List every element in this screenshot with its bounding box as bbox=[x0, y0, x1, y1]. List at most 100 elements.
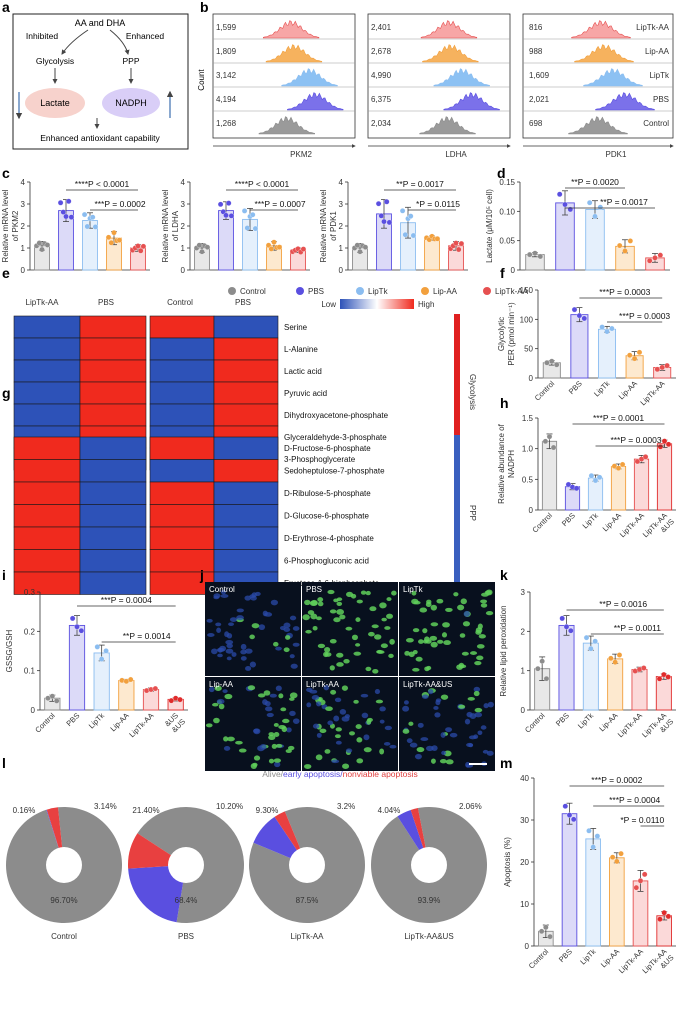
cell-nucleus bbox=[266, 712, 274, 718]
cell-nucleus bbox=[268, 734, 276, 740]
heatmap-cell bbox=[213, 504, 279, 528]
cell-nucleus bbox=[217, 653, 223, 658]
cell-nucleus bbox=[269, 693, 277, 698]
cell-nucleus bbox=[415, 656, 423, 662]
legend-alive: Alive/ bbox=[262, 769, 283, 779]
cell-nucleus bbox=[212, 702, 219, 707]
legend-label: LipTk bbox=[368, 287, 389, 296]
metabolite-label: Serine bbox=[284, 323, 308, 332]
cell-nucleus bbox=[253, 728, 261, 735]
cell-nucleus bbox=[240, 643, 247, 650]
legend-label: Control bbox=[240, 287, 266, 296]
microscopy-grid: Control PBS LipTk Lip-AA LipTk-AA LipTk-AA&US bbox=[205, 582, 495, 771]
cell-nucleus bbox=[353, 651, 362, 656]
glycolytic-per-chart: 0 50 100 150 Glycolytic PER (pmol min⁻¹) Contr… bbox=[497, 286, 676, 407]
cell-nucleus bbox=[356, 599, 363, 604]
data-point bbox=[586, 828, 592, 834]
cell-nucleus bbox=[279, 625, 286, 631]
bar bbox=[609, 857, 625, 947]
data-point bbox=[565, 481, 572, 488]
cell-nucleus bbox=[325, 706, 333, 712]
heatmap-cell bbox=[149, 526, 215, 550]
cell-nucleus bbox=[356, 737, 363, 743]
lactate-label: Lactate bbox=[40, 98, 70, 108]
bar bbox=[570, 314, 589, 379]
legend-marker bbox=[483, 287, 491, 295]
cell-nucleus bbox=[391, 590, 397, 596]
cell-nucleus bbox=[216, 698, 225, 705]
legend-label: LipTk-AA bbox=[495, 287, 529, 296]
ppp-label: PPP bbox=[122, 56, 139, 66]
heatmap-cell bbox=[79, 315, 147, 339]
cell-nucleus bbox=[441, 750, 447, 756]
flow-histograms: 1,599 1,809 3,142 4,194 1,268 PKM2 2,401 2,678 4… bbox=[212, 13, 674, 159]
ppp-category-bar bbox=[454, 435, 460, 591]
flow-histogram-peak bbox=[420, 20, 478, 39]
glycolysis-category-bar bbox=[454, 314, 460, 470]
cell-nucleus bbox=[430, 641, 438, 648]
p-value-label: ***P = 0.0004 bbox=[101, 595, 152, 605]
x-tick-label: Control bbox=[533, 379, 557, 403]
cell-nucleus bbox=[253, 755, 261, 761]
cell-nucleus bbox=[360, 693, 369, 698]
heatmap-cell bbox=[149, 315, 215, 339]
cell-nucleus bbox=[383, 742, 391, 746]
mfi-value: 1,609 bbox=[529, 71, 550, 80]
pie-alive-value: 96.70% bbox=[50, 896, 77, 905]
cell-nucleus bbox=[289, 710, 296, 716]
data-point bbox=[634, 458, 641, 465]
data-point bbox=[566, 812, 573, 818]
cell-nucleus bbox=[207, 632, 215, 637]
flow-group-label: Control bbox=[643, 119, 669, 128]
cell-nucleus bbox=[312, 723, 320, 729]
heatmap-cell bbox=[13, 481, 81, 505]
mfi-value: 2,678 bbox=[371, 47, 392, 56]
cell-nucleus bbox=[379, 719, 385, 724]
x-tick-label: LipTk bbox=[581, 511, 601, 531]
metabolite-label: Lactic acid bbox=[284, 367, 322, 376]
legend-label: Lip-AA bbox=[433, 287, 458, 296]
cell-nucleus bbox=[436, 598, 444, 604]
flow-histogram-peak bbox=[568, 116, 628, 135]
bar bbox=[68, 624, 86, 711]
pie-group-name: PBS bbox=[178, 932, 194, 941]
x-tick-label: LipTk-AA bbox=[617, 947, 645, 975]
pie-hole bbox=[289, 847, 325, 883]
panel-b: b Count 1,599 1,809 3,142 4,194 1,268 PKM2 2,4… bbox=[197, 0, 674, 159]
data-point bbox=[544, 359, 550, 366]
cell-nucleus bbox=[475, 627, 483, 634]
data-point bbox=[357, 248, 363, 255]
cell-nucleus bbox=[345, 748, 353, 753]
y-axis-label: Apoptosis (%) bbox=[503, 837, 512, 887]
data-point bbox=[609, 325, 615, 332]
heatmap-cell bbox=[149, 459, 215, 483]
heatmap-cell bbox=[13, 359, 81, 383]
antioxidant-label: Enhanced antioxidant capability bbox=[40, 133, 160, 143]
data-point bbox=[375, 200, 382, 207]
cell-nucleus bbox=[220, 594, 229, 598]
cell-nucleus bbox=[317, 643, 326, 649]
cell-nucleus bbox=[402, 728, 410, 734]
data-point bbox=[646, 257, 653, 264]
heatmap-cell bbox=[13, 381, 81, 405]
p-value-label: **P = 0.0016 bbox=[599, 599, 647, 609]
cell-nucleus bbox=[226, 736, 235, 742]
cell-nucleus bbox=[474, 707, 483, 713]
data-point bbox=[81, 211, 88, 218]
cell-nucleus bbox=[375, 699, 384, 704]
cell-nucleus bbox=[289, 615, 297, 621]
data-point bbox=[252, 225, 259, 232]
data-point bbox=[543, 924, 549, 931]
data-point bbox=[553, 361, 560, 368]
p-value-label: ****P < 0.0001 bbox=[75, 179, 130, 189]
x-tick-label: Lip-AA bbox=[108, 711, 130, 733]
p-value-label: *P = 0.0110 bbox=[620, 815, 664, 825]
cell-nucleus bbox=[319, 728, 327, 734]
cell-nucleus bbox=[283, 622, 291, 628]
cell-nucleus bbox=[445, 607, 453, 612]
data-point bbox=[538, 928, 545, 935]
data-point bbox=[657, 444, 664, 450]
pie-hole bbox=[168, 847, 204, 883]
cell-nucleus bbox=[258, 624, 266, 631]
